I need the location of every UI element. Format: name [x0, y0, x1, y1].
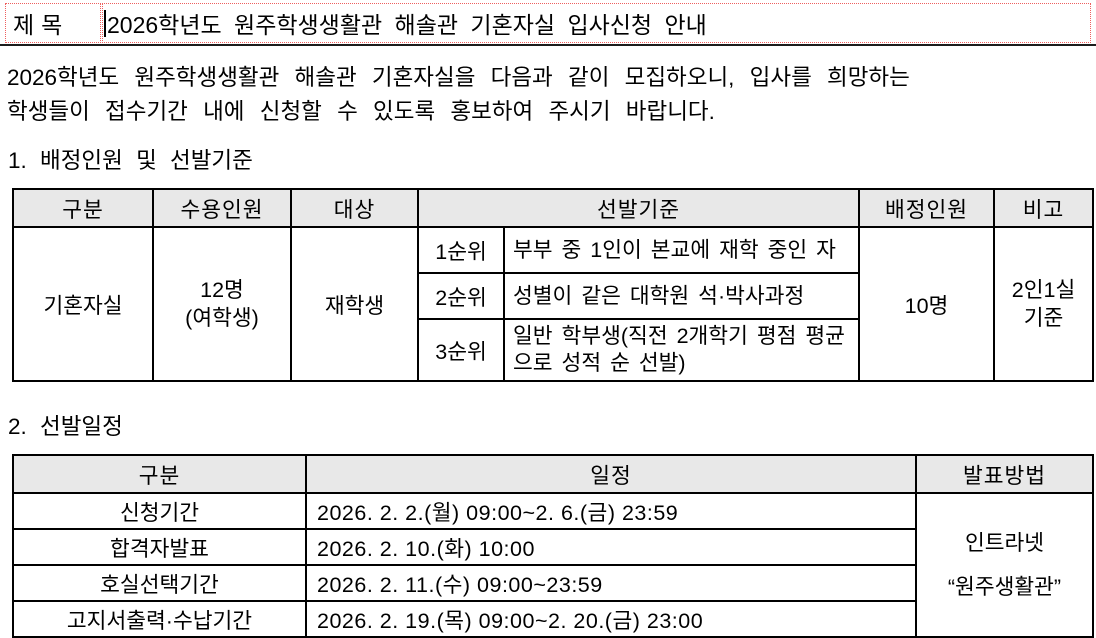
cell-room-select-label: 호실선택기간	[12, 564, 307, 602]
table2-row-room-select: 호실선택기간 2026. 2. 11.(수) 09:00~23:59	[12, 564, 1093, 602]
cell-rank3: 3순위	[417, 318, 505, 382]
title-divider-line	[0, 44, 1096, 46]
cell-category: 기혼자실	[12, 226, 154, 382]
cell-rank1-desc: 부부 중 1인이 본교에 재학 중인 자	[503, 226, 860, 274]
title-field-row: 제목 2026학년도 원주학생생활관 해솔관 기혼자실 입사신청 안내	[5, 3, 1091, 43]
col-header-gubun2: 구분	[12, 454, 307, 494]
title-input-value: 2026학년도 원주학생생활관 해솔관 기혼자실 입사신청 안내	[107, 12, 707, 38]
intro-line-1: 2026학년도 원주학생생활관 해솔관 기혼자실을 다음과 같이 모집하오니, …	[7, 65, 910, 90]
cell-announcement-method: 인트라넷 “원주생활관”	[915, 492, 1094, 638]
cell-rank2: 2순위	[417, 272, 505, 320]
table1-row-rank1: 기혼자실 12명 (여학생) 재학생 1순위 부부 중 1인이 본교에 재학 중…	[12, 226, 1094, 382]
schedule-table: 구분 일정 발표방법 신청기간 2026. 2. 2.(월) 09:00~2. …	[12, 454, 1094, 638]
cell-result-schedule: 2026. 2. 10.(화) 10:00	[305, 528, 917, 566]
cell-application-label: 신청기간	[12, 492, 307, 530]
cell-payment-schedule: 2026. 2. 19.(목) 09:00~2. 20.(금) 23:00	[305, 600, 917, 638]
cell-allocation: 10명	[858, 226, 995, 382]
cell-note: 2인1실 기준	[993, 226, 1094, 382]
col-header-schedule: 일정	[305, 454, 917, 494]
announcement-line2: “원주생활관”	[947, 575, 1062, 599]
intro-line-2: 학생들이 접수기간 내에 신청할 수 있도록 홍보하여 주시기 바랍니다.	[7, 99, 715, 124]
capacity-line2: (여학생)	[185, 306, 259, 330]
cell-room-select-schedule: 2026. 2. 11.(수) 09:00~23:59	[305, 564, 917, 602]
table2-header-row: 구분 일정 발표방법	[12, 454, 1094, 494]
note-line1: 2인1실	[1011, 278, 1076, 302]
cell-application-schedule: 2026. 2. 2.(월) 09:00~2. 6.(금) 23:59	[305, 492, 917, 530]
cell-rank2-desc: 성별이 같은 대학원 석·박사과정	[503, 272, 860, 320]
cell-payment-label: 고지서출력·수납기간	[12, 600, 307, 638]
cell-result-label: 합격자발표	[12, 528, 307, 566]
text-cursor	[104, 9, 106, 37]
col-header-note: 비고	[993, 188, 1094, 228]
table2-row-result: 합격자발표 2026. 2. 10.(화) 10:00	[12, 528, 1093, 566]
title-field-label: 제목	[5, 3, 101, 43]
table2-row-application: 신청기간 2026. 2. 2.(월) 09:00~2. 6.(금) 23:59…	[12, 492, 1094, 638]
intro-paragraph: 2026학년도 원주학생생활관 해솔관 기혼자실을 다음과 같이 모집하오니, …	[7, 61, 1090, 129]
capacity-line1: 12명	[200, 278, 244, 302]
table1-row-rank2: 2순위 성별이 같은 대학원 석·박사과정	[13, 272, 1093, 320]
col-header-target: 대상	[290, 188, 419, 228]
col-header-gubun: 구분	[12, 188, 154, 228]
table1-row-rank3: 3순위 일반 학부생(직전 2개학기 평점 평균으로 성적 순 선발)	[13, 318, 1093, 382]
section2-heading: 2. 선발일정	[8, 414, 123, 439]
section1-heading: 1. 배정인원 및 선발기준	[8, 148, 253, 173]
note-line2: 기준	[1023, 306, 1064, 330]
col-header-criteria: 선발기준	[417, 188, 860, 228]
cell-target: 재학생	[290, 226, 419, 382]
col-header-announce-method: 발표방법	[915, 454, 1094, 494]
table2-row-payment: 고지서출력·수납기간 2026. 2. 19.(목) 09:00~2. 20.(…	[12, 600, 1093, 638]
cell-rank3-desc: 일반 학부생(직전 2개학기 평점 평균으로 성적 순 선발)	[503, 318, 860, 382]
col-header-allocation: 배정인원	[858, 188, 995, 228]
cell-rank1: 1순위	[417, 226, 505, 274]
col-header-capacity: 수용인원	[152, 188, 292, 228]
announcement-line1: 인트라넷	[964, 531, 1045, 555]
allocation-criteria-table: 구분 수용인원 대상 선발기준 배정인원 비고 기혼자실 12명 (여학생) 재…	[12, 188, 1094, 382]
cell-capacity: 12명 (여학생)	[152, 226, 292, 382]
table1-header-row: 구분 수용인원 대상 선발기준 배정인원 비고	[12, 188, 1094, 228]
title-label-text: 제목	[13, 12, 70, 38]
title-input[interactable]: 2026학년도 원주학생생활관 해솔관 기혼자실 입사신청 안내	[102, 3, 1091, 43]
